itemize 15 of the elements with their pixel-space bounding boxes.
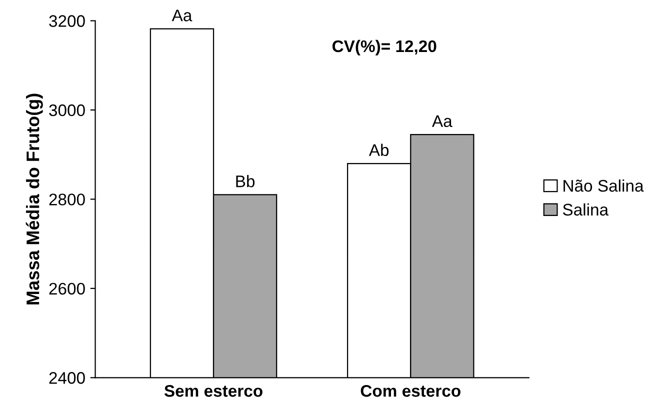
legend-label: Não Salina [564, 179, 644, 192]
y-tick-label: 2600 [49, 282, 85, 295]
legend-label: Salina [562, 203, 609, 216]
data-label: Bb [236, 175, 255, 188]
data-label: Aa [172, 10, 192, 22]
x-tick-label: Com esterco [360, 385, 460, 397]
annotation: CV(%)= 12,20 [332, 40, 436, 56]
y-axis-title: Massa Média do Fruto(g) [26, 94, 43, 304]
y-tick-label: 3200 [49, 15, 85, 27]
y-tick-label: 3000 [49, 104, 85, 116]
data-label: Aa [432, 115, 452, 128]
y-tick-label: 2800 [49, 194, 85, 206]
x-tick-label: Sem esterco [164, 385, 262, 397]
y-tick-label: 2400 [49, 372, 85, 384]
data-label: Ab [368, 144, 389, 156]
